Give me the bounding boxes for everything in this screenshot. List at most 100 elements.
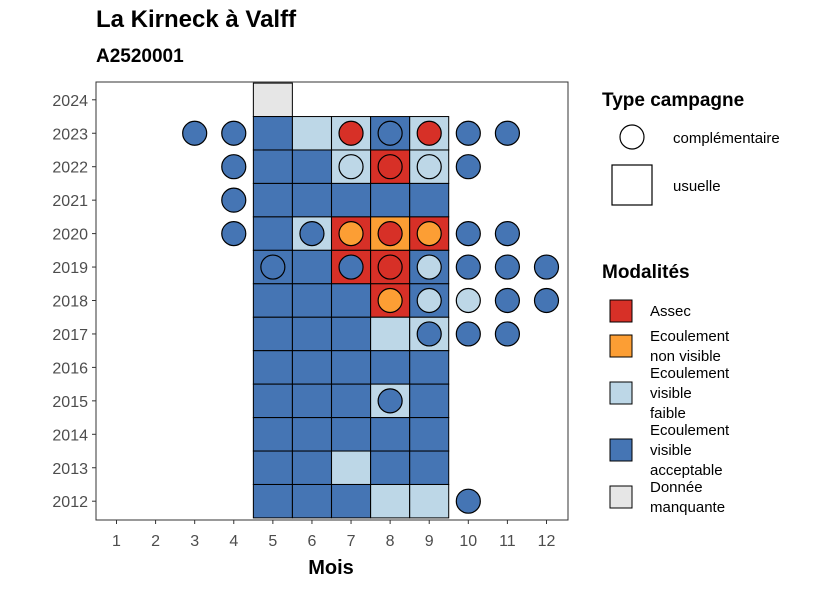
y-tick-label: 2016 bbox=[52, 360, 88, 377]
chart-subtitle: A2520001 bbox=[96, 46, 184, 67]
legend-modalite-label: manquante bbox=[650, 499, 725, 516]
point-2020-9 bbox=[416, 221, 442, 247]
legend-circle-key bbox=[619, 124, 645, 150]
point-2023-4 bbox=[221, 120, 247, 146]
point-2018-8 bbox=[377, 287, 403, 314]
legend-modalite-label: non visible bbox=[650, 348, 721, 365]
legend: Type campagne complémentaire usuelle Modali… bbox=[602, 90, 780, 516]
x-tick-label: 2 bbox=[151, 533, 160, 550]
point-2023-11 bbox=[494, 120, 520, 146]
point-2020-8 bbox=[377, 221, 403, 247]
tile-2017-5 bbox=[252, 316, 293, 352]
point-2020-10 bbox=[455, 221, 481, 247]
tile-2016-5 bbox=[252, 350, 293, 385]
point-2018-10 bbox=[455, 287, 481, 314]
legend-swatch bbox=[609, 299, 633, 323]
point-2023-8 bbox=[377, 120, 403, 146]
y-tick-label: 2013 bbox=[52, 461, 88, 478]
tile-2017-6 bbox=[291, 316, 332, 352]
x-tick-label: 12 bbox=[538, 533, 556, 550]
y-tick-label: 2023 bbox=[52, 126, 88, 143]
legend-modalite-label: Ecoulement bbox=[650, 328, 730, 345]
tile-2019-6 bbox=[291, 249, 332, 285]
tile-2020-5 bbox=[252, 216, 293, 251]
point-2023-7 bbox=[338, 120, 364, 146]
tile-2017-8 bbox=[370, 316, 411, 352]
x-tick-label: 10 bbox=[459, 533, 477, 550]
point-2022-10 bbox=[455, 154, 481, 180]
y-tick-label: 2015 bbox=[52, 394, 88, 411]
x-tick-label: 8 bbox=[386, 533, 395, 550]
tile-2014-9 bbox=[409, 417, 450, 452]
tile-2021-8 bbox=[370, 182, 411, 218]
tile-2013-9 bbox=[409, 450, 450, 485]
axis-layer: 1 2 3 4 5 6 7 8 9 10 11 122012201320142015201620172… bbox=[52, 93, 555, 550]
point-2015-8 bbox=[377, 388, 403, 414]
tile-2016-7 bbox=[331, 350, 372, 385]
tile-2023-6 bbox=[291, 116, 332, 151]
tile-2014-7 bbox=[331, 417, 372, 452]
point-2022-4 bbox=[221, 154, 247, 180]
tile-2018-7 bbox=[331, 283, 372, 318]
tile-2012-7 bbox=[331, 484, 372, 519]
tile-2015-9 bbox=[409, 383, 450, 419]
tile-2014-6 bbox=[291, 417, 332, 452]
x-tick-label: 11 bbox=[499, 533, 516, 550]
y-tick-label: 2018 bbox=[52, 294, 88, 311]
point-2017-11 bbox=[494, 321, 520, 347]
legend-campaign-label: complémentaire bbox=[673, 130, 780, 147]
tile-2024-5 bbox=[252, 82, 293, 117]
point-2022-8 bbox=[377, 154, 403, 180]
y-tick-label: 2012 bbox=[52, 494, 88, 511]
y-tick-label: 2021 bbox=[52, 193, 88, 210]
tile-2016-9 bbox=[409, 350, 450, 385]
legend-swatch bbox=[609, 485, 633, 509]
tile-2022-5 bbox=[252, 149, 293, 184]
legend-swatch bbox=[609, 438, 633, 462]
tile-2018-6 bbox=[291, 283, 332, 318]
tile-2014-5 bbox=[252, 417, 293, 452]
point-2019-8 bbox=[377, 254, 403, 280]
x-tick-label: 9 bbox=[425, 533, 434, 550]
point-2018-11 bbox=[494, 287, 520, 314]
point-2020-6 bbox=[299, 221, 325, 247]
point-2022-9 bbox=[416, 154, 442, 180]
tile-2013-7 bbox=[331, 450, 372, 485]
legend-square-key bbox=[611, 164, 653, 206]
legend-modalite-label: visible bbox=[650, 385, 692, 402]
point-2020-4 bbox=[221, 221, 247, 247]
point-2012-10 bbox=[455, 488, 481, 514]
point-2017-10 bbox=[455, 321, 481, 347]
tile-2014-8 bbox=[370, 417, 411, 452]
point-2023-9 bbox=[416, 120, 442, 146]
legend-modalite-label: Ecoulement bbox=[650, 365, 730, 382]
point-layer bbox=[182, 120, 560, 514]
point-2020-11 bbox=[494, 221, 520, 247]
tile-2015-7 bbox=[331, 383, 372, 419]
tile-2012-9 bbox=[409, 484, 450, 519]
tile-2012-8 bbox=[370, 484, 411, 519]
legend-modalite-label: faible bbox=[650, 405, 686, 422]
tile-2021-6 bbox=[291, 182, 332, 218]
legend-modalite-label: Assec bbox=[650, 303, 691, 320]
y-tick-label: 2014 bbox=[52, 427, 88, 444]
y-tick-label: 2019 bbox=[52, 260, 88, 277]
tile-2017-7 bbox=[331, 316, 372, 352]
y-tick-label: 2017 bbox=[52, 327, 88, 344]
point-2023-3 bbox=[182, 120, 208, 146]
legend-campaign-title: Type campagne bbox=[602, 90, 744, 111]
chart-title: La Kirneck à Valff bbox=[96, 6, 297, 33]
point-2019-9 bbox=[416, 254, 442, 280]
legend-swatch bbox=[609, 334, 633, 358]
point-2019-11 bbox=[494, 254, 520, 280]
tile-2013-8 bbox=[370, 450, 411, 485]
point-2019-12 bbox=[533, 254, 560, 280]
tile-2018-5 bbox=[252, 283, 293, 318]
tile-2021-7 bbox=[331, 182, 372, 218]
tile-2021-5 bbox=[252, 182, 293, 218]
tile-2021-9 bbox=[409, 182, 450, 218]
x-tick-label: 3 bbox=[190, 533, 199, 550]
x-tick-label: 4 bbox=[229, 533, 238, 550]
tile-2015-6 bbox=[291, 383, 332, 419]
